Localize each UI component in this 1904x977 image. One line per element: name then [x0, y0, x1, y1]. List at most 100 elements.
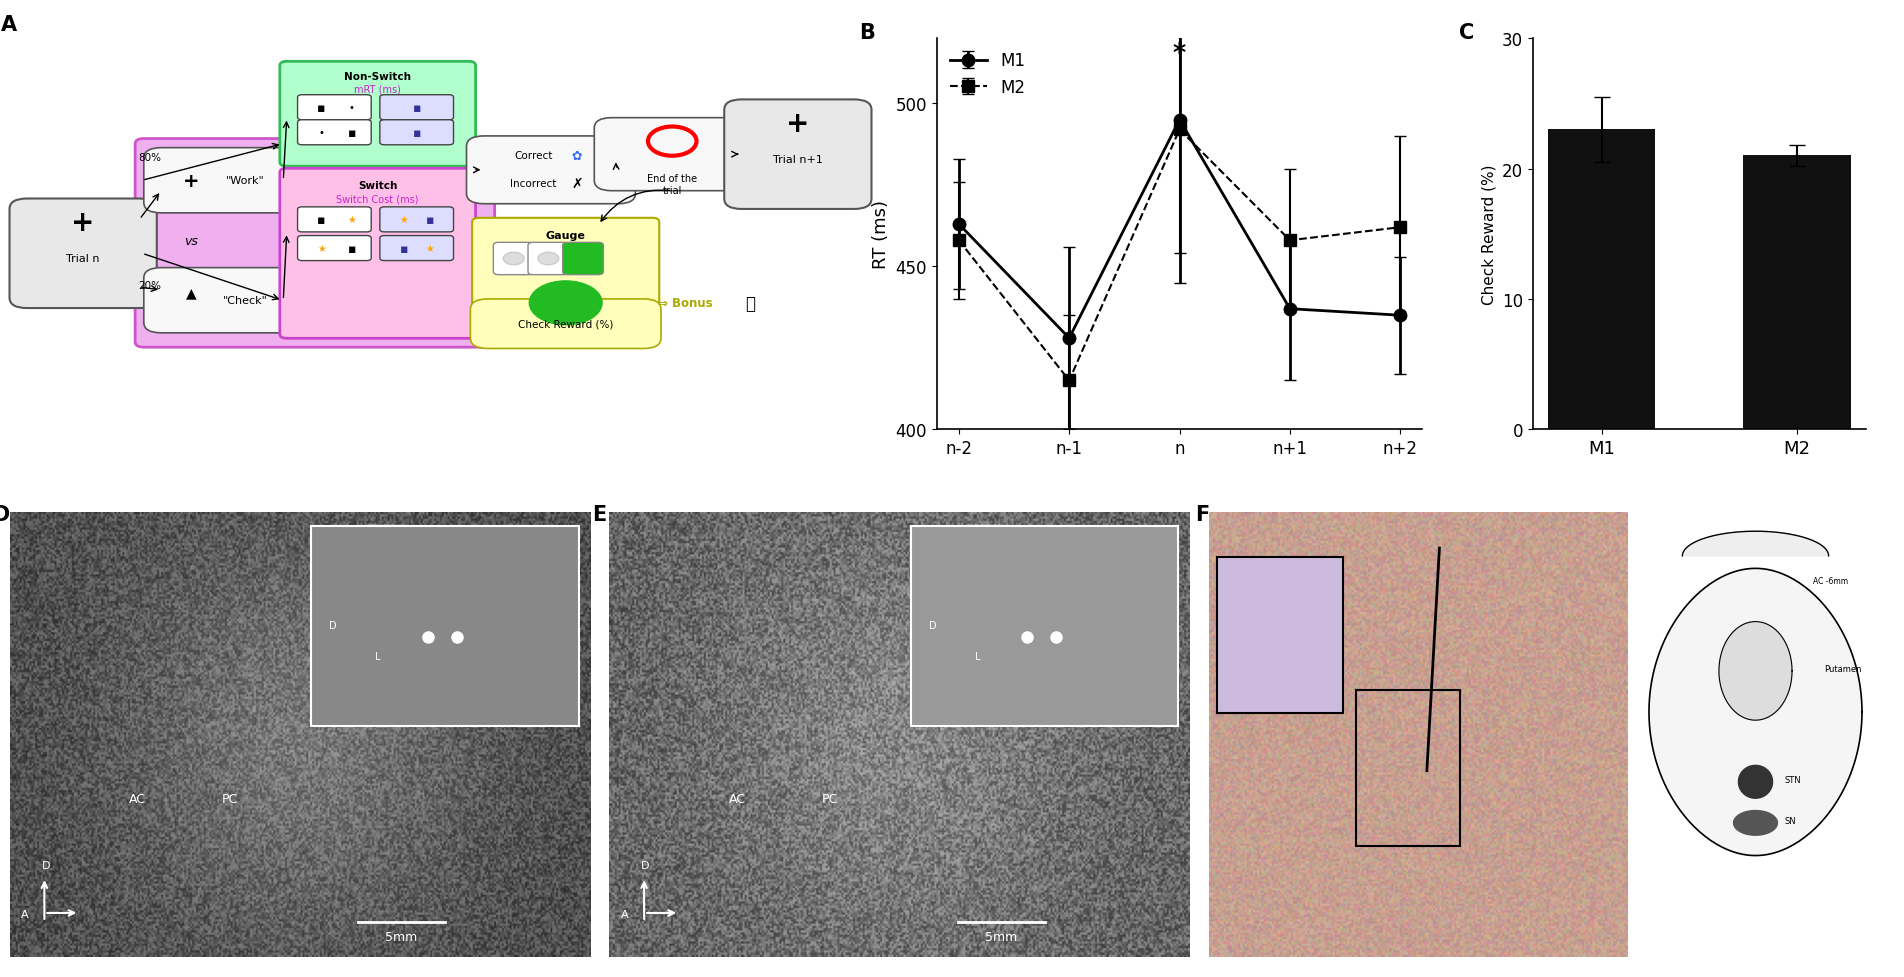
Text: mRT (ms): mRT (ms) — [354, 85, 402, 95]
Text: ★: ★ — [425, 244, 434, 254]
Text: AC: AC — [729, 792, 746, 805]
Text: +: + — [72, 209, 95, 236]
Text: ★: ★ — [318, 244, 326, 254]
Circle shape — [503, 253, 524, 266]
Text: Incorrect: Incorrect — [510, 179, 556, 189]
FancyBboxPatch shape — [381, 208, 453, 233]
Polygon shape — [1733, 811, 1778, 835]
Bar — [1744, 156, 1851, 430]
FancyBboxPatch shape — [312, 527, 579, 726]
FancyBboxPatch shape — [145, 149, 299, 214]
Text: PC: PC — [223, 792, 238, 805]
Bar — [1548, 130, 1655, 430]
Text: *: * — [1173, 41, 1186, 65]
Text: F: F — [1196, 504, 1209, 524]
FancyBboxPatch shape — [145, 269, 299, 333]
FancyBboxPatch shape — [564, 243, 604, 276]
Text: trial: trial — [663, 186, 682, 195]
Text: •: • — [348, 104, 354, 113]
FancyBboxPatch shape — [472, 219, 659, 336]
Text: "Work": "Work" — [227, 176, 265, 186]
FancyBboxPatch shape — [10, 199, 156, 309]
Text: SN: SN — [1784, 816, 1795, 825]
Text: ✿: ✿ — [571, 149, 583, 162]
Text: AC -6mm: AC -6mm — [1813, 576, 1849, 586]
Text: AC: AC — [129, 792, 147, 805]
Text: Check Reward (%): Check Reward (%) — [518, 319, 613, 329]
FancyBboxPatch shape — [297, 236, 371, 261]
FancyBboxPatch shape — [297, 208, 371, 233]
Text: Trial n+1: Trial n+1 — [773, 155, 823, 165]
Text: ▪: ▪ — [347, 242, 356, 255]
Text: ⇒ Bonus: ⇒ Bonus — [659, 297, 712, 310]
Text: D: D — [0, 504, 10, 524]
FancyBboxPatch shape — [470, 300, 661, 349]
Text: ▪: ▪ — [400, 242, 407, 255]
FancyBboxPatch shape — [297, 120, 371, 146]
Text: D: D — [329, 620, 337, 630]
Circle shape — [573, 253, 594, 266]
Text: A: A — [621, 910, 628, 919]
Text: ▪: ▪ — [425, 214, 434, 227]
Text: 5mm: 5mm — [984, 930, 1017, 943]
FancyBboxPatch shape — [912, 527, 1179, 726]
Text: Gauge: Gauge — [546, 231, 586, 240]
Text: Trial n: Trial n — [67, 254, 99, 264]
Text: D: D — [642, 861, 649, 871]
Text: +: + — [183, 172, 200, 191]
Text: "Check": "Check" — [223, 296, 268, 306]
Text: ▪: ▪ — [413, 102, 421, 114]
Text: 5mm: 5mm — [385, 930, 417, 943]
Legend: M1, M2: M1, M2 — [944, 48, 1030, 102]
Y-axis label: RT (ms): RT (ms) — [872, 200, 889, 269]
Text: A: A — [0, 15, 17, 35]
Polygon shape — [1649, 569, 1862, 856]
Text: Switch Cost (ms): Switch Cost (ms) — [337, 194, 419, 204]
Text: Putamen: Putamen — [1824, 664, 1862, 673]
Text: Correct: Correct — [514, 151, 552, 161]
Text: STN: STN — [1784, 775, 1801, 784]
Text: 💧: 💧 — [744, 294, 756, 313]
Text: ▪: ▪ — [347, 127, 356, 140]
Text: Switch: Switch — [358, 182, 398, 191]
Text: ★: ★ — [347, 215, 356, 225]
FancyBboxPatch shape — [724, 101, 872, 210]
FancyBboxPatch shape — [297, 96, 371, 120]
Circle shape — [529, 281, 602, 325]
FancyBboxPatch shape — [594, 118, 750, 191]
FancyBboxPatch shape — [466, 137, 636, 204]
Circle shape — [539, 253, 558, 266]
FancyBboxPatch shape — [493, 243, 535, 276]
Text: L: L — [375, 652, 381, 661]
FancyBboxPatch shape — [381, 236, 453, 261]
Text: 80%: 80% — [139, 152, 162, 162]
Polygon shape — [1683, 531, 1828, 556]
Text: ✗: ✗ — [571, 177, 583, 191]
Text: A: A — [21, 910, 29, 919]
FancyBboxPatch shape — [135, 140, 495, 348]
Text: B: B — [859, 23, 876, 43]
Text: E: E — [592, 504, 605, 524]
Text: M2: M2 — [969, 530, 1002, 548]
Text: 20%: 20% — [139, 280, 162, 290]
Text: Non-Switch: Non-Switch — [345, 72, 411, 82]
Text: vs: vs — [185, 234, 198, 247]
Polygon shape — [1738, 766, 1773, 798]
Text: ▲: ▲ — [187, 286, 196, 300]
Y-axis label: Check Reward (%): Check Reward (%) — [1481, 164, 1497, 305]
Text: PC: PC — [823, 792, 838, 805]
FancyBboxPatch shape — [280, 63, 476, 167]
Text: ▪: ▪ — [413, 127, 421, 140]
Text: +: + — [786, 109, 809, 138]
Text: •: • — [318, 128, 324, 138]
Text: D: D — [42, 861, 50, 871]
FancyBboxPatch shape — [1217, 557, 1342, 713]
Text: D: D — [929, 620, 937, 630]
FancyBboxPatch shape — [280, 169, 476, 339]
Text: ▪: ▪ — [318, 214, 326, 227]
Text: ▪: ▪ — [318, 102, 326, 114]
FancyBboxPatch shape — [381, 120, 453, 146]
Text: ★: ★ — [400, 215, 407, 225]
Text: M1: M1 — [369, 530, 402, 548]
Text: C: C — [1458, 23, 1476, 43]
